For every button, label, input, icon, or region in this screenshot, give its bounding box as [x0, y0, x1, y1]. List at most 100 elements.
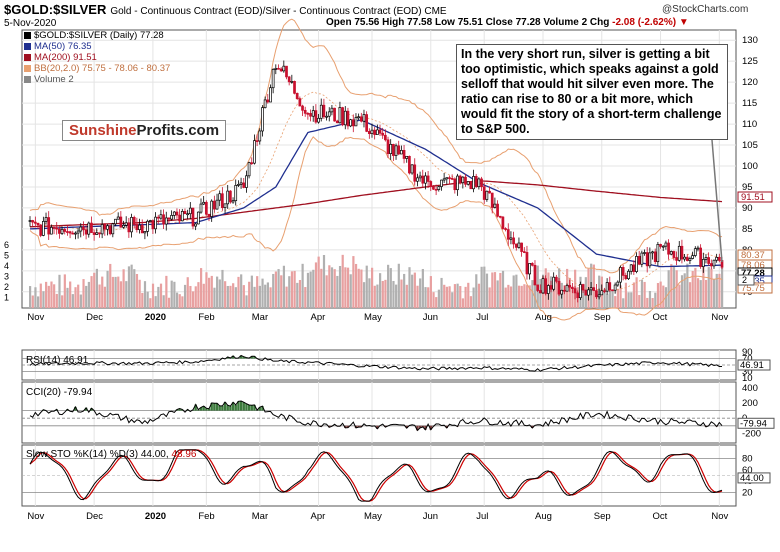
annotation-note: In the very short run, silver is getting…	[456, 44, 728, 140]
candle-body	[613, 284, 617, 291]
candle-body	[466, 181, 470, 185]
x-label-bottom-4: Mar	[252, 511, 268, 522]
candle-body	[554, 276, 558, 282]
candle-body	[397, 145, 401, 155]
volume-bar	[63, 274, 66, 308]
volume-bar	[472, 287, 475, 308]
candle-body	[664, 242, 668, 247]
stockcharts-credit[interactable]: @StockCharts.com	[662, 4, 749, 15]
volume-bar	[421, 268, 424, 308]
volume-bar	[333, 269, 336, 308]
candle-body	[394, 145, 398, 156]
candle-body	[365, 114, 368, 132]
volume-bar	[175, 292, 179, 308]
volume-bar	[622, 298, 625, 308]
candle-body	[50, 227, 53, 235]
volume-bar	[298, 280, 302, 308]
volume-bar	[611, 289, 614, 308]
price-tick-9: 85	[742, 224, 753, 235]
candle-body	[408, 155, 411, 174]
candle-body	[488, 190, 491, 194]
volume-bar	[568, 277, 571, 308]
volume-bar	[71, 294, 74, 308]
x-label-bottom-5: Apr	[311, 511, 326, 522]
candle-body	[672, 251, 676, 258]
volume-bar	[216, 276, 219, 308]
candle-body	[135, 224, 139, 231]
candle-body	[656, 244, 660, 263]
candle-body	[44, 217, 48, 222]
sto-tick-1: 60	[742, 465, 753, 476]
volume-bar	[699, 280, 702, 308]
volume-bar	[469, 296, 473, 308]
down-triangle-icon: ▼	[676, 17, 689, 28]
candle-body	[196, 211, 200, 225]
candle-body	[389, 143, 393, 155]
candle-body	[595, 290, 598, 298]
candle-body	[538, 290, 542, 294]
candle-body	[223, 203, 227, 208]
rsi-tick-3: 30	[742, 367, 753, 378]
candle-body	[42, 221, 45, 236]
volume-bar	[429, 276, 432, 308]
bb-lower-line	[29, 136, 723, 321]
volume-bar	[493, 272, 497, 308]
volume-bar	[638, 295, 641, 308]
candle-body	[330, 107, 334, 113]
volume-bar	[111, 276, 115, 308]
candle-body	[375, 129, 379, 135]
x-label-top-5: Apr	[311, 312, 326, 323]
candle-body	[485, 190, 489, 200]
candle-body	[226, 190, 230, 205]
candle-body	[245, 175, 248, 188]
volume-bar	[702, 264, 705, 308]
candle-body	[100, 224, 104, 235]
volume-bar	[135, 273, 139, 308]
volume-bar	[149, 298, 152, 308]
candle-body	[432, 186, 435, 190]
volume-value: 2	[581, 17, 588, 28]
candle-body	[715, 256, 719, 261]
volume-bar	[563, 285, 566, 308]
volume-bar	[718, 273, 721, 308]
volume-bar	[221, 269, 224, 308]
candle-body	[624, 275, 628, 280]
volume-tick-0: 6	[4, 240, 9, 250]
volume-bar	[552, 285, 555, 308]
volume-bar	[143, 281, 147, 308]
candle-body	[584, 289, 588, 296]
candle-body	[699, 247, 702, 267]
volume-bar	[232, 283, 235, 308]
volume-bar	[338, 265, 342, 308]
volume-bar	[379, 273, 382, 308]
volume-bar	[389, 268, 392, 308]
cci-tick-0: 400	[742, 383, 758, 394]
volume-bar	[710, 268, 713, 308]
volume-bar	[555, 277, 558, 308]
candle-body	[370, 129, 374, 135]
annotation-arrow	[711, 139, 723, 263]
legend-swatch-ma50	[24, 43, 31, 50]
volume-bar	[101, 276, 104, 308]
volume-bar	[290, 271, 294, 308]
candle-body	[456, 175, 459, 191]
volume-bar	[261, 278, 264, 308]
volume-bar	[403, 273, 406, 308]
volume-bar	[253, 286, 256, 308]
candle-body	[28, 220, 32, 222]
volume-bar	[686, 263, 689, 308]
volume-bar	[443, 284, 446, 308]
volume-bar	[183, 284, 187, 308]
candle-body	[66, 231, 69, 233]
volume-bar	[614, 296, 617, 308]
candle-body	[218, 193, 222, 201]
open-value: 75.56	[354, 17, 380, 28]
volume-bar	[165, 275, 168, 308]
candle-body	[490, 192, 494, 208]
volume-bar	[357, 268, 360, 308]
volume-bar	[531, 280, 534, 308]
volume-bar	[191, 291, 195, 308]
high-value: 77.58	[407, 17, 433, 28]
candle-body	[669, 251, 673, 255]
candle-body	[103, 224, 107, 230]
